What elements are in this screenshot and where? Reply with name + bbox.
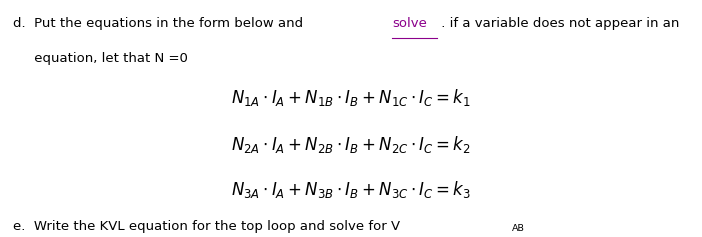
Text: $N_{3A} \cdot I_A + N_{3B} \cdot I_B + N_{3C} \cdot I_C = k_3$: $N_{3A} \cdot I_A + N_{3B} \cdot I_B + N… bbox=[231, 179, 471, 200]
Text: . if a variable does not appear in an: . if a variable does not appear in an bbox=[437, 17, 680, 30]
Text: $N_{2A} \cdot I_A + N_{2B} \cdot I_B + N_{2C} \cdot I_C = k_2$: $N_{2A} \cdot I_A + N_{2B} \cdot I_B + N… bbox=[231, 134, 471, 155]
Text: equation, let that N =0: equation, let that N =0 bbox=[13, 52, 187, 65]
Text: AB: AB bbox=[512, 224, 525, 233]
Text: e.  Write the KVL equation for the top loop and solve for V: e. Write the KVL equation for the top lo… bbox=[13, 220, 399, 233]
Text: d.  Put the equations in the form below and: d. Put the equations in the form below a… bbox=[13, 17, 307, 30]
Text: solve: solve bbox=[392, 17, 428, 30]
Text: $N_{1A} \cdot I_A + N_{1B} \cdot I_B + N_{1C} \cdot I_C = k_1$: $N_{1A} \cdot I_A + N_{1B} \cdot I_B + N… bbox=[231, 87, 471, 108]
